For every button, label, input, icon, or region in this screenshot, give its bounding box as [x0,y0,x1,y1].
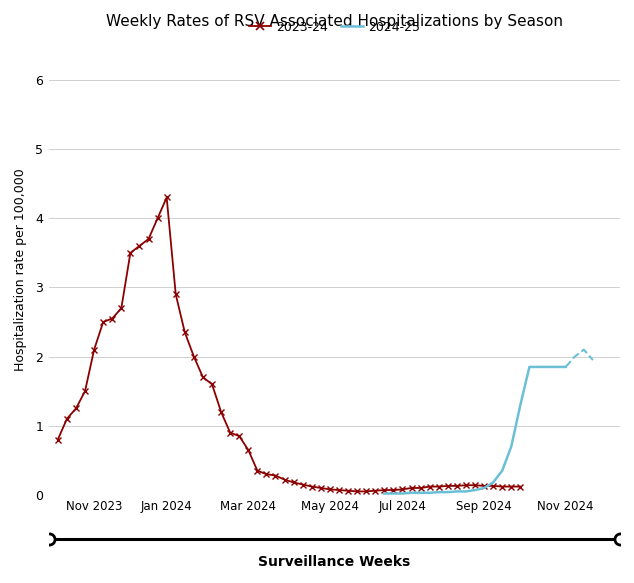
2024-25 [435,489,443,496]
Line: 2024-25: 2024-25 [384,367,566,493]
2023-24 [54,436,61,443]
2023-24 [163,194,171,201]
2024-25 [526,363,533,370]
2023-24 [281,476,288,483]
Title: Weekly Rates of RSV Associated Hospitalizations by Season: Weekly Rates of RSV Associated Hospitali… [106,14,563,29]
2024-25 [462,488,470,495]
2024-25 [417,489,424,496]
2024-25 [553,363,560,370]
2024-25 [481,484,488,491]
Legend: 2023-24, 2024-25: 2023-24, 2024-25 [243,16,425,38]
X-axis label: Surveillance Weeks: Surveillance Weeks [258,555,411,569]
2023-24 [517,483,524,490]
Line: 2023-24: 2023-24 [55,195,523,494]
2024-25 [534,363,542,370]
2024-25 [380,490,388,497]
2024-25 [408,489,415,496]
2024-25 [453,488,461,495]
2024-25 [562,363,569,370]
2023-24 [344,487,352,494]
2024-25 [444,489,451,496]
2024-25 [544,363,552,370]
2024-25 [426,489,434,496]
2023-24 [372,487,379,494]
2023-24 [353,488,361,495]
2024-25 [399,490,406,497]
2024-25 [498,467,506,474]
2023-24 [226,429,234,436]
2024-25 [517,402,524,409]
Y-axis label: Hospitalization rate per 100,000: Hospitalization rate per 100,000 [14,168,27,371]
2024-25 [489,479,497,486]
2023-24 [90,346,98,353]
2023-24 [308,483,316,490]
2024-25 [507,443,515,450]
2024-25 [471,487,479,494]
2024-25 [389,490,397,497]
